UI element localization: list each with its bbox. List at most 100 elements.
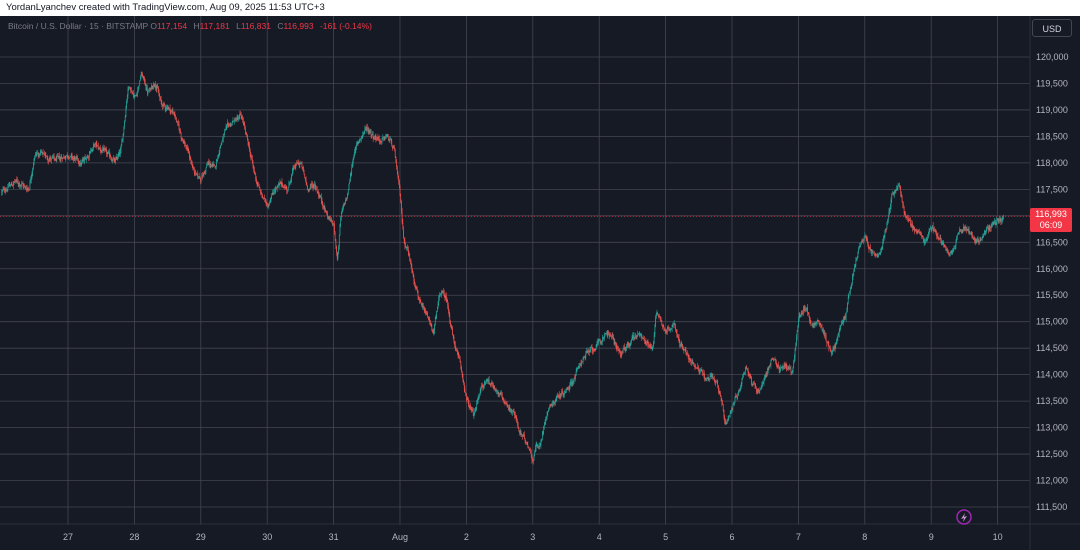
x-tick-label: 27	[63, 532, 73, 542]
candle-body	[960, 229, 962, 230]
candle-body	[280, 181, 281, 184]
candle-body	[128, 86, 130, 89]
candle-body	[941, 240, 942, 245]
candle-body	[281, 181, 283, 185]
candle-body	[758, 390, 760, 392]
candle-body	[17, 180, 18, 182]
candle-body	[694, 365, 696, 368]
candle-body	[383, 137, 385, 139]
candle-body	[529, 449, 531, 451]
candle-body	[448, 305, 449, 310]
chart-area[interactable]	[0, 16, 1080, 550]
candle-body	[297, 162, 299, 164]
candle-body	[302, 166, 304, 168]
candle-body	[384, 138, 386, 139]
candle-body	[381, 140, 382, 143]
candle-body	[125, 107, 127, 117]
candle-body	[811, 324, 812, 326]
candle-body	[227, 122, 229, 124]
candle-body	[863, 236, 865, 240]
candle-body	[347, 189, 349, 194]
candle-body	[258, 185, 259, 187]
candle-body	[825, 335, 826, 337]
candle-body	[520, 430, 522, 435]
candle-body	[212, 163, 214, 166]
candle-body	[399, 181, 400, 187]
candle-body	[441, 291, 443, 293]
candle-body	[977, 239, 979, 241]
candle-body	[825, 336, 827, 342]
candle-body	[756, 391, 758, 393]
candle-body	[729, 413, 731, 416]
candle-body	[365, 127, 366, 129]
candle-body	[773, 358, 774, 361]
candle-body	[762, 382, 764, 384]
candle-body	[878, 253, 880, 255]
candle-body	[91, 150, 92, 151]
candle-body	[358, 139, 360, 142]
candle-body	[158, 88, 159, 93]
candle-body	[455, 348, 457, 350]
candle-body	[320, 196, 322, 201]
candle-body	[846, 309, 848, 313]
candle-body	[404, 240, 406, 246]
candle-body	[468, 403, 470, 408]
candle-body	[107, 152, 109, 154]
candle-body	[85, 158, 87, 160]
candle-body	[474, 411, 475, 416]
candle-body	[14, 181, 16, 182]
candle-body	[477, 397, 479, 401]
candle-body	[585, 352, 587, 358]
candle-body	[405, 247, 407, 248]
candle-body	[972, 237, 974, 239]
candle-body	[751, 384, 753, 386]
high-value: 117,181	[199, 21, 230, 31]
candle-body	[625, 348, 627, 350]
candle-body	[763, 378, 765, 383]
candle-body	[421, 305, 423, 307]
candle-body	[184, 144, 186, 146]
candle-body	[41, 151, 43, 153]
candle-body	[513, 410, 515, 414]
candle-body	[6, 190, 7, 192]
candle-body	[77, 157, 78, 159]
candle-body	[599, 339, 600, 341]
candle-body	[575, 375, 576, 379]
candle-body	[1000, 218, 1002, 222]
candle-body	[470, 405, 471, 410]
candle-body	[279, 181, 281, 186]
candle-body	[861, 240, 863, 243]
candle-body	[140, 77, 141, 81]
candle-body	[412, 269, 413, 273]
candle-body	[122, 139, 123, 142]
candle-body	[33, 158, 35, 165]
candle-body	[135, 94, 137, 96]
candle-body	[461, 366, 462, 372]
currency-button[interactable]: USD	[1032, 19, 1072, 37]
candle-body	[158, 92, 160, 96]
candle-body	[62, 157, 64, 159]
candle-body	[430, 323, 432, 326]
candle-body	[272, 192, 274, 195]
candle-body	[557, 394, 558, 398]
candle-body	[299, 163, 301, 165]
candle-body	[336, 245, 337, 253]
logo-ring	[956, 509, 972, 525]
candle-body	[523, 434, 525, 436]
candle-body	[524, 438, 526, 441]
candle-body	[61, 156, 63, 159]
candle-body	[289, 181, 291, 183]
candle-body	[634, 335, 636, 339]
candle-body	[734, 397, 736, 403]
candle-body	[396, 162, 397, 168]
candle-body	[433, 331, 435, 334]
candle-body	[800, 315, 801, 318]
candle-body	[490, 384, 492, 386]
candle-body	[826, 341, 828, 344]
candle-body	[213, 164, 214, 166]
candle-body	[660, 316, 661, 319]
candle-body	[935, 230, 937, 234]
candle-body	[933, 230, 935, 232]
candle-body	[695, 367, 696, 369]
